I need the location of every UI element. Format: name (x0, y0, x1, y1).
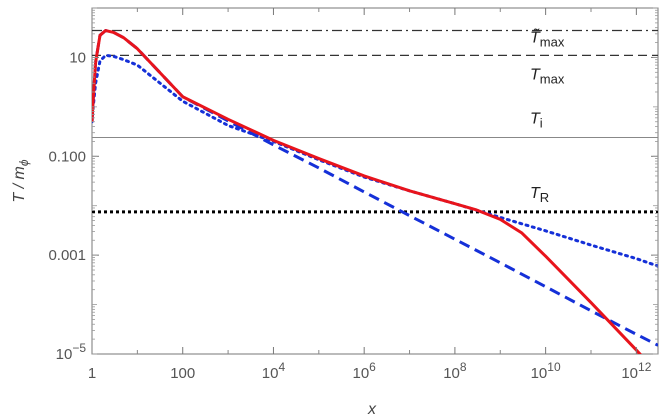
reference-line-label-main-2: T (530, 110, 541, 127)
y-axis-title: T / mϕ (11, 159, 31, 202)
reference-line-label-sub-1: max (540, 71, 565, 86)
y-tick-label-1: 0.100 (48, 148, 86, 165)
reference-line-label-3: TR (530, 185, 549, 205)
reference-line-label-main-3: T (530, 185, 541, 202)
x-tick-label-exp-6: 12 (638, 360, 652, 374)
y-tick-label-3: 10−5 (56, 341, 87, 363)
reference-line-label-sub-2: i (540, 115, 543, 130)
x-tick-label-base-4: 10 (443, 365, 460, 382)
x-tick-label-exp-2: 4 (278, 360, 285, 374)
x-axis-title: x (367, 401, 377, 418)
reference-line-label-sub-3: R (540, 190, 549, 205)
x-tick-label-exp-5: 10 (547, 360, 561, 374)
x-tick-label-exp-4: 8 (460, 360, 467, 374)
x-tick-label-5: 1010 (531, 360, 561, 382)
x-tick-label-base-2: 10 (262, 365, 279, 382)
y-tick-label-exp-3: −5 (72, 341, 86, 355)
x-tick-label-1: 100 (170, 365, 195, 382)
y-axis-title-main: T / m (11, 166, 28, 202)
x-tick-label-exp-3: 6 (369, 360, 376, 374)
reference-line-label-0: T̃max (530, 27, 565, 50)
reference-line-label-sub-0: max (540, 35, 565, 50)
plot-frame (91, 7, 659, 355)
series-line-dashed (92, 29, 658, 347)
x-tick-label-2: 104 (262, 360, 286, 382)
x-tick-label-base-5: 10 (531, 365, 548, 382)
x-tick-label-base-3: 10 (352, 365, 369, 382)
reference-line-label-2: Ti (530, 110, 543, 130)
series-line-solid (92, 29, 642, 354)
series-line-dotted (92, 53, 658, 268)
x-tick-label-0: 1 (88, 365, 96, 382)
reference-line-label-1: Tmax (530, 66, 565, 86)
x-tick-label-3: 106 (352, 360, 376, 382)
reference-line-label-main-0: T̃ (530, 27, 541, 47)
x-tick-label-6: 1012 (621, 360, 651, 382)
y-axis-title-sub: ϕ (17, 159, 31, 166)
x-tick-label-4: 108 (443, 360, 467, 382)
x-tick-label-base-6: 10 (621, 365, 638, 382)
y-tick-label-base-3: 10 (56, 346, 73, 363)
y-tick-label-0: 10 (69, 49, 86, 66)
reference-line-label-main-1: T (530, 66, 541, 83)
y-tick-label-2: 0.001 (48, 247, 86, 264)
